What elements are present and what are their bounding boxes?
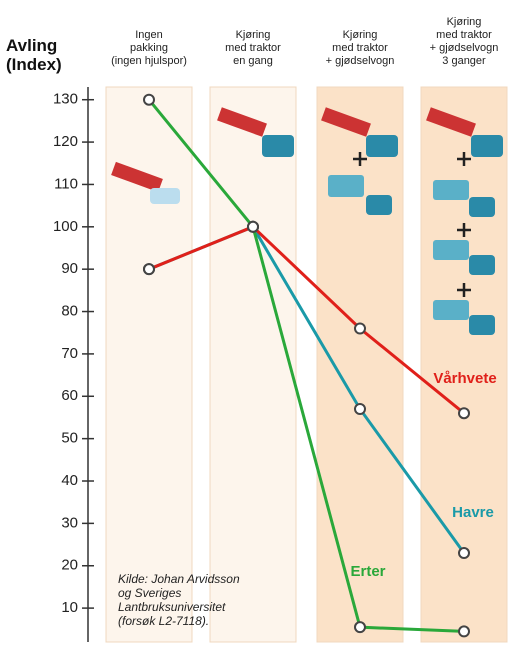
chart-canvas: 10 20 30 40 50 60 70 80 90 100 110 120 130 Havre Erte… xyxy=(0,0,511,646)
category-label: Kjøring med traktor + gjødselvogn 3 gang… xyxy=(412,4,511,68)
y-tick-label: 130 xyxy=(53,91,78,108)
y-tick-label: 50 xyxy=(61,430,78,447)
y-tick-label: 60 xyxy=(61,387,78,404)
y-tick-label: 100 xyxy=(53,218,78,235)
data-point xyxy=(144,264,154,274)
y-tick-label: 40 xyxy=(61,472,78,489)
source-note: Kilde: Johan Arvidsson og Sveriges Lantb… xyxy=(118,572,240,628)
data-point xyxy=(355,323,365,333)
data-point xyxy=(355,622,365,632)
y-tick-label: 110 xyxy=(54,175,78,192)
column-band xyxy=(317,87,403,642)
category-label: Kjøring med traktor + gjødselvogn xyxy=(308,4,412,68)
y-tick-label: 30 xyxy=(61,514,78,531)
data-point xyxy=(248,222,258,232)
category-label: Ingen pakking (ingen hjulspor) xyxy=(97,4,201,68)
y-tick-label: 20 xyxy=(61,557,78,574)
column-backgrounds xyxy=(106,87,507,642)
category-label: Kjøring med traktor en gang xyxy=(201,4,305,68)
y-axis-title: Avling (Index) xyxy=(6,36,62,74)
series-line xyxy=(149,100,464,632)
y-tick-label: 10 xyxy=(61,599,78,616)
y-axis: 10 20 30 40 50 60 70 80 90 100 110 120 130 xyxy=(53,87,94,642)
data-point xyxy=(459,548,469,558)
y-tick-label: 80 xyxy=(61,303,78,320)
series-label: Havre xyxy=(452,504,494,521)
column-band xyxy=(210,87,296,642)
series-label: Vårhvete xyxy=(433,370,496,387)
series-label: Erter xyxy=(350,563,385,580)
data-point xyxy=(459,408,469,418)
chart: 10 20 30 40 50 60 70 80 90 100 110 120 130 Havre Erte… xyxy=(0,0,511,646)
data-point xyxy=(144,95,154,105)
y-tick-label: 90 xyxy=(61,260,78,277)
y-tick-label: 120 xyxy=(53,133,78,150)
y-tick-label: 70 xyxy=(61,345,78,362)
data-point xyxy=(355,404,365,414)
data-point xyxy=(459,626,469,636)
